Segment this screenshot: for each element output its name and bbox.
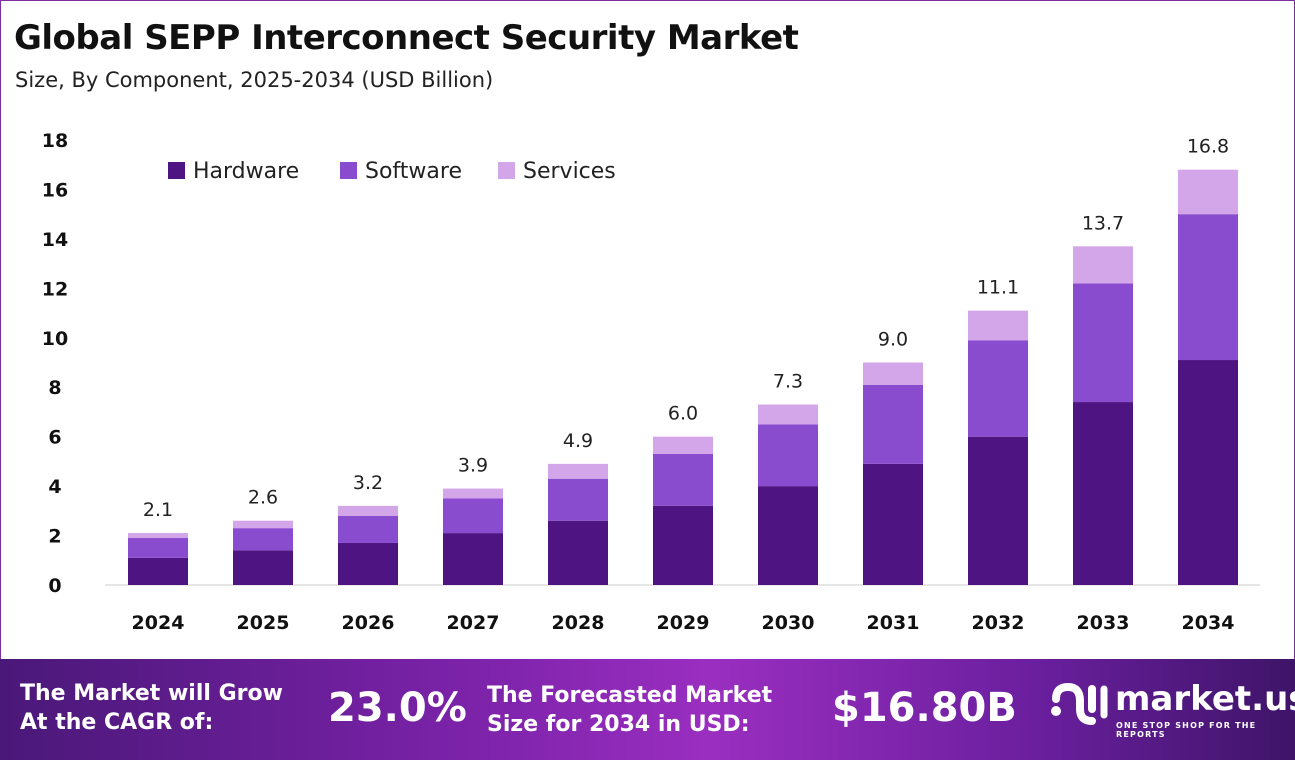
bar-segment-services	[128, 533, 188, 539]
legend-swatch-hardware	[168, 162, 185, 179]
y-tick-label: 12	[42, 278, 68, 300]
bar-segment-software	[338, 515, 398, 543]
bar-segment-software	[233, 528, 293, 551]
bar-segment-software	[1073, 283, 1133, 403]
y-tick-label: 4	[48, 476, 61, 498]
bar-segment-software	[758, 424, 818, 487]
legend-label: Services	[523, 159, 616, 184]
total-label: 13.7	[1082, 212, 1124, 234]
y-tick-label: 18	[42, 130, 68, 152]
total-label: 3.2	[353, 472, 383, 494]
y-tick-label: 2	[48, 526, 61, 548]
summary-banner: The Market will Grow At the CAGR of: 23.…	[0, 659, 1295, 760]
y-tick-label: 16	[42, 179, 68, 201]
cagr-label-line2: At the CAGR of:	[20, 710, 214, 735]
bar-segment-software	[548, 478, 608, 521]
stacked-bar-chart: 0 2 4 6 8 10 12 14 16 18 2.1 2024 2.6 2025 3.2 2026 3.9 2…	[42, 130, 1260, 634]
bar-segment-hardware	[968, 436, 1028, 585]
chart-subtitle: Size, By Component, 2025-2034 (USD Billi…	[15, 68, 494, 92]
chart-title: Global SEPP Interconnect Security Market	[14, 18, 799, 58]
forecast-label-line1: The Forecasted Market	[487, 683, 773, 708]
bar-segment-services	[968, 310, 1028, 341]
total-label: 11.1	[977, 277, 1019, 299]
bar-segment-services	[863, 362, 923, 385]
bar-segment-services	[653, 436, 713, 454]
bar-segment-software	[968, 340, 1028, 437]
x-tick-label: 2029	[657, 612, 710, 634]
y-tick-label: 8	[48, 377, 61, 399]
bar-segment-hardware	[1073, 402, 1133, 585]
total-label: 4.9	[563, 430, 593, 452]
bar-segment-hardware	[128, 557, 188, 585]
legend-label: Software	[365, 159, 462, 184]
bar-segment-services	[338, 505, 398, 516]
bar-segment-services	[548, 463, 608, 479]
y-tick-label: 6	[48, 427, 61, 449]
total-label: 3.9	[458, 455, 488, 477]
y-tick-label: 10	[42, 328, 68, 350]
bar-segment-hardware	[233, 550, 293, 585]
total-label: 9.0	[878, 329, 908, 351]
bar-segment-software	[1178, 214, 1238, 361]
x-tick-label: 2032	[972, 612, 1025, 634]
total-label: 6.0	[668, 403, 698, 425]
bar-segment-hardware	[548, 520, 608, 585]
x-tick-label: 2033	[1077, 612, 1130, 634]
bar-segment-software	[443, 498, 503, 534]
bar-segment-software	[128, 538, 188, 558]
bar-segment-hardware	[863, 463, 923, 585]
legend-swatch-software	[340, 162, 357, 179]
x-tick-label: 2031	[867, 612, 920, 634]
x-tick-label: 2025	[237, 612, 290, 634]
bar-segment-hardware	[1178, 360, 1238, 585]
bar-segment-hardware	[758, 486, 818, 585]
cagr-label-line1: The Market will Grow	[20, 681, 283, 706]
x-tick-label: 2026	[342, 612, 395, 634]
bar-segment-services	[443, 488, 503, 499]
cagr-value: 23.0%	[328, 685, 467, 731]
total-label: 7.3	[773, 371, 803, 393]
bar-segment-hardware	[443, 533, 503, 585]
bar-segment-hardware	[338, 542, 398, 585]
forecast-label-line2: Size for 2034 in USD:	[487, 712, 750, 737]
total-label: 16.8	[1187, 136, 1229, 158]
bar-segment-software	[653, 453, 713, 506]
bar-segment-services	[1073, 246, 1133, 284]
x-tick-label: 2028	[552, 612, 605, 634]
legend-label: Hardware	[193, 159, 299, 184]
total-label: 2.1	[143, 499, 173, 521]
bar-segment-services	[758, 404, 818, 425]
x-tick-label: 2024	[132, 612, 185, 634]
y-tick-label: 14	[42, 229, 68, 251]
legend-swatch-services	[498, 162, 515, 179]
bar-segment-software	[863, 384, 923, 464]
total-label: 2.6	[248, 487, 278, 509]
bar-segment-services	[1178, 169, 1238, 215]
x-tick-label: 2034	[1182, 612, 1235, 634]
y-tick-label: 0	[48, 575, 61, 597]
logo-name: market.us	[1115, 679, 1295, 719]
bar-segment-hardware	[653, 505, 713, 585]
logo-tagline: ONE STOP SHOP FOR THE REPORTS	[1116, 721, 1257, 739]
x-tick-label: 2027	[447, 612, 500, 634]
bar-segment-services	[233, 520, 293, 529]
market-us-logo-icon	[1051, 682, 1108, 725]
forecast-value: $16.80B	[832, 685, 1017, 731]
x-tick-label: 2030	[762, 612, 815, 634]
